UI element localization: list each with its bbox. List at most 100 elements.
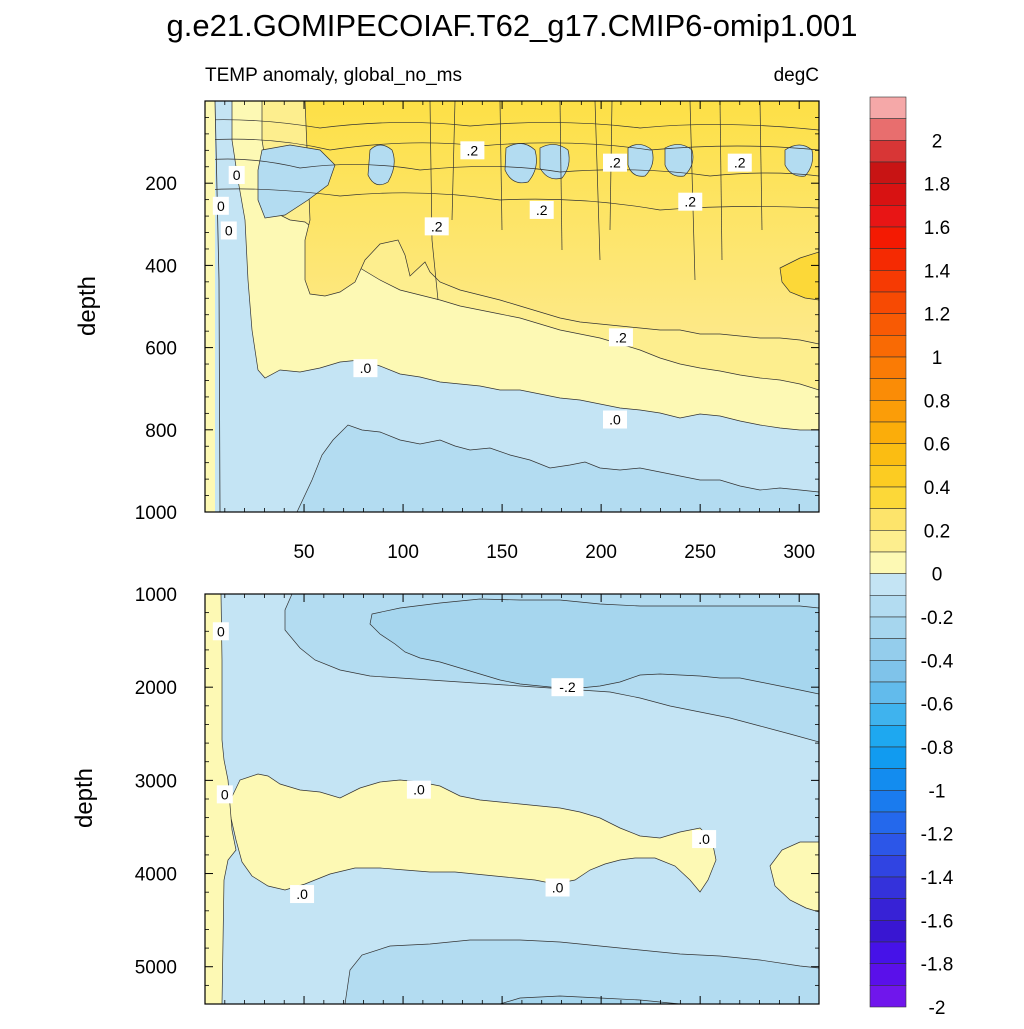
colorbar-box <box>869 616 907 639</box>
contour-label: .2 <box>467 142 479 158</box>
upper-surface-striations <box>205 101 819 301</box>
colorbar-label: -1.2 <box>921 825 954 846</box>
x-tick-label: 100 <box>387 542 419 563</box>
upper-surface-cold-patches <box>205 101 814 219</box>
colorbar-box <box>869 313 907 336</box>
colorbar-box <box>869 876 907 899</box>
colorbar-label: 1.8 <box>924 175 950 196</box>
upper-contour-labels: 000.2.2.2.2.2.2.2.0.0 <box>212 141 752 429</box>
colorbar-box <box>869 356 907 379</box>
colorbar-box <box>869 855 907 878</box>
colorbar-label: 0.4 <box>924 478 951 499</box>
colorbar-box <box>869 746 907 769</box>
upper-region-deep-negative <box>296 424 819 512</box>
contour-label: 0 <box>217 198 225 214</box>
contour-label: .2 <box>615 329 627 345</box>
colorbar-label: -0.8 <box>921 738 954 759</box>
colorbar-box <box>869 898 907 921</box>
y-tick-label: 400 <box>145 256 177 277</box>
contour-label-bg <box>692 830 717 849</box>
colorbar-box <box>869 508 907 531</box>
subtitle-unit: degC <box>774 65 819 86</box>
x-tick-label: 200 <box>585 542 617 563</box>
lower-panel-fill <box>205 594 819 1004</box>
colorbar-label: 2 <box>932 131 943 152</box>
colorbar-box <box>869 118 907 141</box>
colorbar-box <box>869 833 907 856</box>
upper-ticks: 50 100 150 200 250 300 200 400 600 800 1000 <box>135 101 820 563</box>
x-tick-label: 250 <box>684 542 716 563</box>
contour-label: 0 <box>221 786 229 802</box>
colorbar-box <box>869 96 907 119</box>
colorbar-box <box>869 985 907 1008</box>
contour-label-bg <box>545 878 570 897</box>
upper-panel-fill <box>205 101 819 512</box>
colorbar-label: 0.8 <box>924 391 950 412</box>
y-tick-label: 800 <box>145 421 177 442</box>
upper-left-warm-sliver <box>205 101 215 512</box>
contour-label: 0 <box>217 623 225 639</box>
colorbar-box <box>869 790 907 813</box>
colorbar-box <box>869 400 907 423</box>
contour-label-bg <box>602 410 627 429</box>
colorbar-box <box>869 703 907 726</box>
contour-label: .2 <box>609 155 621 171</box>
contour-label: .0 <box>296 886 308 902</box>
lower-contour-labels: 0 -.2 0 .0 .0 .0 .0 <box>212 622 717 904</box>
x-tick-label: 50 <box>293 542 314 563</box>
colorbar-box <box>869 920 907 943</box>
colorbar-box <box>869 248 907 271</box>
y-tick-label: 5000 <box>135 958 177 979</box>
contour-label-bg <box>678 192 703 211</box>
upper-panel-frame <box>204 100 820 513</box>
lower-y-axis-label: depth <box>71 768 98 828</box>
colorbar-label: -1.6 <box>921 911 954 932</box>
lower-region-warm-blob <box>769 841 819 913</box>
colorbar-label: -2 <box>929 998 946 1019</box>
colorbar-box <box>869 725 907 748</box>
contour-label: -.2 <box>559 679 576 695</box>
colorbar-label: 1.4 <box>924 261 951 282</box>
contour-label-bg <box>220 221 237 240</box>
colorbar-box <box>869 486 907 509</box>
contour-label-bg <box>212 196 229 215</box>
x-tick-label: 300 <box>783 542 815 563</box>
contour-label-bg <box>212 622 229 641</box>
y-tick-label: 3000 <box>135 771 177 792</box>
colorbar-box <box>869 811 907 834</box>
colorbar-label: 1.2 <box>924 305 950 326</box>
upper-region-max <box>779 251 819 301</box>
contour-label-bg <box>602 153 627 172</box>
contour-label-bg <box>529 200 554 219</box>
y-tick-label: 1000 <box>135 503 177 524</box>
contour-label: .2 <box>431 218 443 234</box>
contour-label-bg <box>406 780 431 799</box>
contour-label: .2 <box>684 194 696 210</box>
contour-label-bg <box>353 359 378 378</box>
colorbar-box <box>869 443 907 466</box>
lower-region-coldest <box>369 598 819 695</box>
contour-label-bg <box>551 678 584 697</box>
colorbar-box <box>869 465 907 488</box>
colorbar-box <box>869 226 907 249</box>
upper-left-contour <box>214 101 221 512</box>
colorbar-box <box>869 161 907 184</box>
contour-label: .0 <box>360 360 372 376</box>
contour-label-bg <box>608 328 633 347</box>
colorbar-box <box>869 378 907 401</box>
y-tick-label: 600 <box>145 339 177 360</box>
colorbar-box <box>869 530 907 553</box>
colorbar-box <box>869 270 907 293</box>
y-tick-label: 200 <box>145 174 177 195</box>
colorbar-box <box>869 183 907 206</box>
lower-panel: 1000 2000 3000 4000 5000 0 -.2 0 .0 .0 .0 .0 depth <box>71 585 820 1005</box>
colorbar-box <box>869 551 907 574</box>
y-tick-label: 2000 <box>135 678 177 699</box>
colorbar-box <box>869 595 907 618</box>
upper-y-axis-label: depth <box>74 276 101 336</box>
contour-label: .0 <box>413 782 425 798</box>
colorbar-label: -0.2 <box>921 608 954 629</box>
contour-label-bg <box>228 165 245 184</box>
colorbar: 2 1.8 1.6 1.4 1.2 1 0.8 0.6 0.4 0.2 0 -0.2 -0.4 -0.6 -… <box>869 96 954 1019</box>
